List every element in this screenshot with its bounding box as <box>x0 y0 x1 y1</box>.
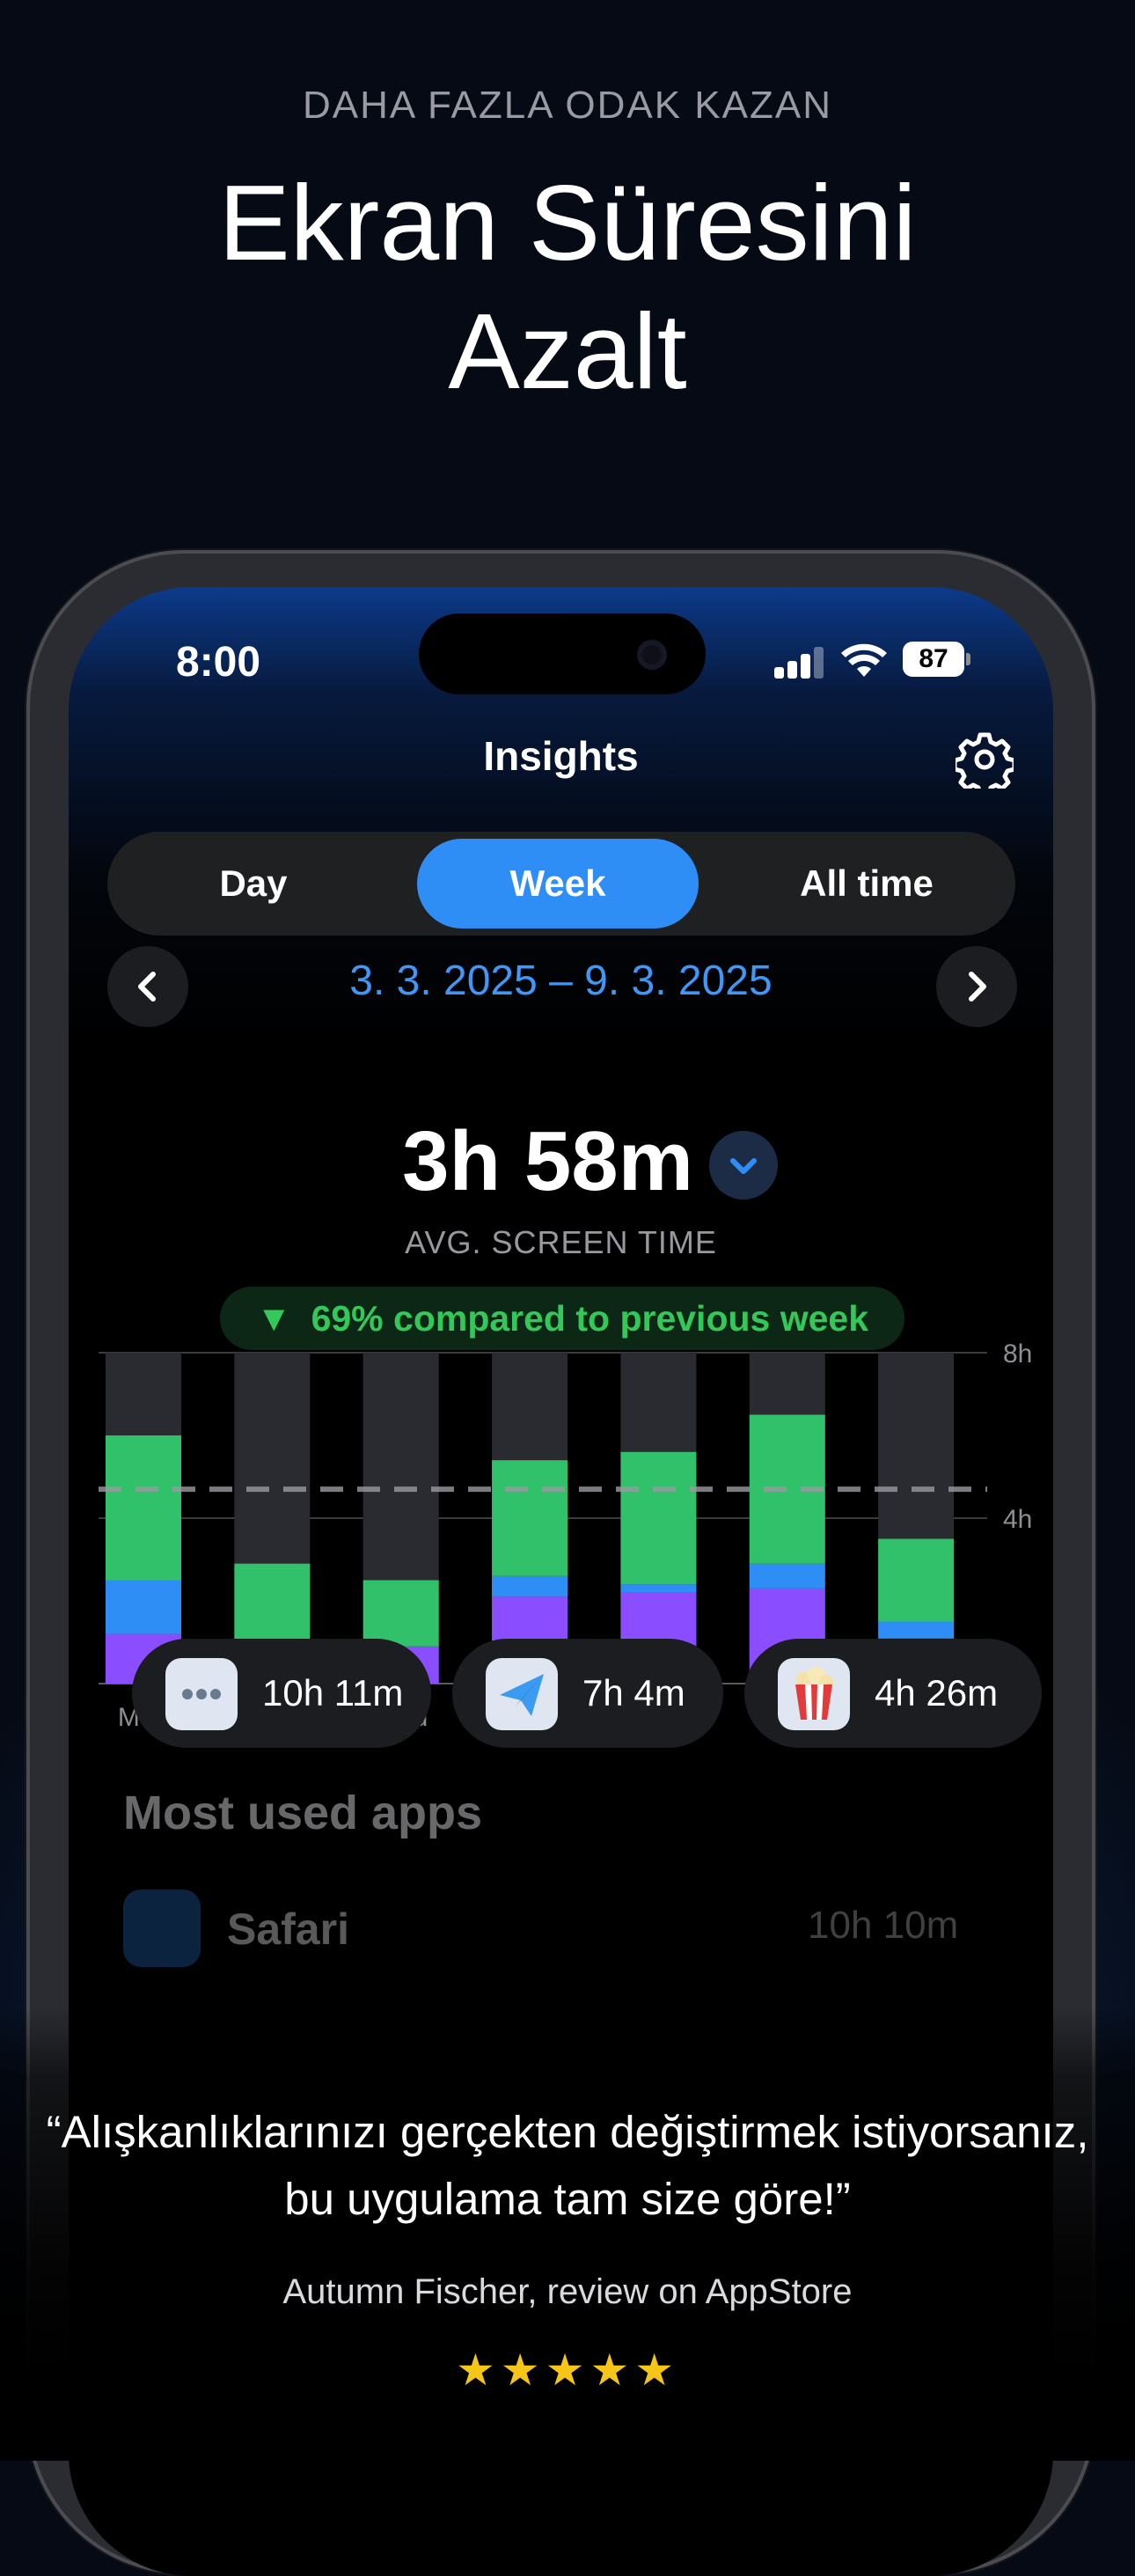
headline-line-1: Ekran Süresini <box>218 163 917 283</box>
most-used-apps-heading: Most used apps <box>123 1787 483 1839</box>
page-headline: Ekran Süresini Azalt <box>0 158 1135 415</box>
app-chip[interactable]: 4h 26m <box>744 1639 1042 1748</box>
screen-title: Insights <box>483 733 639 779</box>
battery-cap <box>966 653 970 665</box>
chevron-left-icon <box>138 972 156 1002</box>
bar-segment <box>749 1563 825 1589</box>
chip-value: 7h 4m <box>582 1672 685 1714</box>
previous-week-button[interactable] <box>107 946 188 1027</box>
wifi-icon <box>841 643 887 677</box>
chevron-down-icon <box>730 1158 757 1174</box>
bar-segment <box>620 1584 697 1593</box>
chip-value: 10h 11m <box>262 1672 404 1714</box>
app-row-value: 10h 10m <box>808 1904 959 1947</box>
status-time: 8:00 <box>176 639 261 686</box>
bar-segment <box>492 1575 568 1597</box>
review-line-2: bu uygulama tam size göre!” <box>284 2174 851 2224</box>
paper-plane-icon <box>486 1658 558 1730</box>
bar-segment <box>106 1435 181 1581</box>
battery-icon: 87 <box>903 642 964 677</box>
bar-segment <box>492 1460 568 1576</box>
review-attribution: Autumn Fischer, review on AppStore <box>282 2272 853 2311</box>
tab-week[interactable]: Week <box>417 839 699 928</box>
comparison-badge: ▼ 69% compared to previous week <box>220 1287 904 1350</box>
chip-value: 4h 26m <box>875 1672 999 1714</box>
gear-icon[interactable] <box>956 730 1014 789</box>
bar-segment <box>234 1563 311 1647</box>
safari-icon <box>123 1890 201 1967</box>
app-chip[interactable]: 7h 4m <box>452 1639 723 1748</box>
date-range: 3. 3. 2025 – 9. 3. 2025 <box>349 958 773 1004</box>
avg-screen-time-value: 3h 58m <box>402 1114 693 1208</box>
rating-stars: ★★★★★ <box>455 2345 680 2395</box>
bar-segment <box>362 1580 439 1647</box>
next-week-button[interactable] <box>936 946 1017 1027</box>
avg-screen-time-label: AVG. SCREEN TIME <box>405 1224 717 1260</box>
tab-day[interactable]: Day <box>219 862 288 904</box>
y-tick-label: 8h <box>1003 1339 1032 1369</box>
kicker-text: DAHA FAZLA ODAK KAZAN <box>303 84 832 127</box>
y-tick-label: 4h <box>1003 1505 1032 1534</box>
dots-app-icon <box>165 1658 238 1730</box>
avg-expand-button[interactable] <box>709 1131 778 1200</box>
phone-frame: 8:00 87 Insights Day Week All time <box>26 550 1095 2576</box>
headline-line-2: Azalt <box>448 291 687 411</box>
tab-all-time[interactable]: All time <box>800 862 934 904</box>
review-quote: “Alışkanlıklarınızı gerçekten değiştirme… <box>0 2099 1135 2233</box>
bar-segment <box>106 1580 181 1634</box>
bar-segment <box>620 1451 697 1585</box>
bar-segment <box>878 1621 955 1639</box>
bottom-fade <box>0 2007 1135 2461</box>
chevron-right-icon <box>969 972 986 1002</box>
app-chip[interactable]: 10h 11m <box>132 1639 431 1748</box>
app-row-name[interactable]: Safari <box>227 1904 349 1954</box>
cellular-signal-icon <box>774 647 824 679</box>
down-arrow-icon: ▼ <box>255 1298 292 1339</box>
camera-icon <box>637 640 667 670</box>
popcorn-icon <box>778 1658 850 1730</box>
bar-segment <box>878 1538 955 1622</box>
review-line-1: “Alışkanlıklarınızı gerçekten değiştirme… <box>46 2107 1089 2157</box>
comparison-text: 69% compared to previous week <box>311 1298 869 1339</box>
